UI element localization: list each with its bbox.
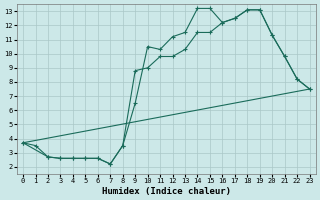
X-axis label: Humidex (Indice chaleur): Humidex (Indice chaleur) [102, 187, 231, 196]
